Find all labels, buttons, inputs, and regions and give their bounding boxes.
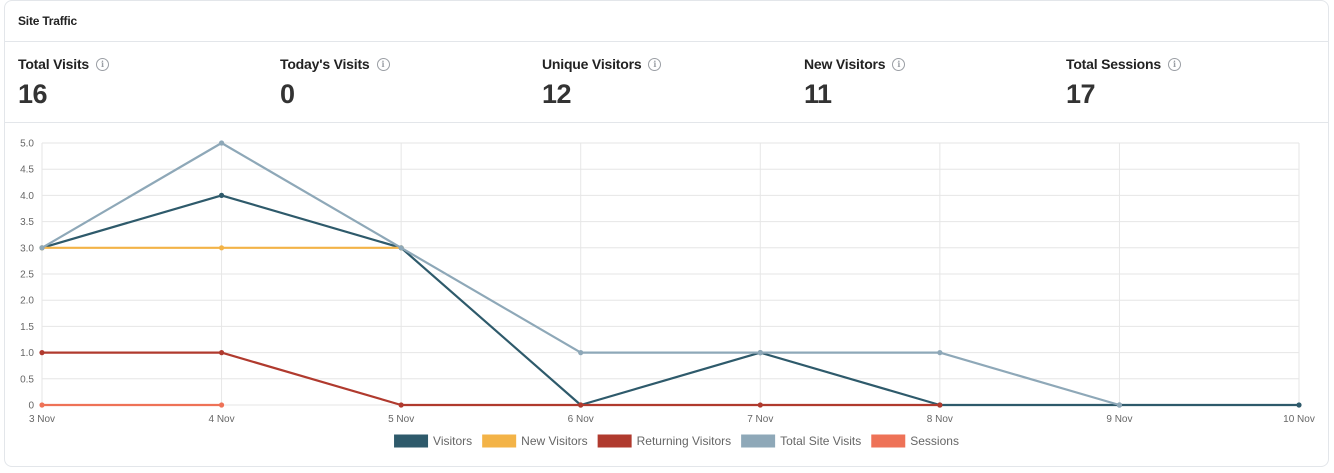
x-tick-label: 6 Nov [568,414,594,425]
y-tick-label: 2.0 [20,296,34,307]
y-tick-label: 0 [28,401,34,412]
legend-label-sessions[interactable]: Sessions [910,434,959,448]
stat-total-sessions: Total Sessions i 17 [1066,42,1328,122]
data-point-returning-visitors[interactable] [578,402,584,408]
stat-label: Unique Visitors [542,56,642,72]
x-tick-label: 8 Nov [927,414,953,425]
legend-swatch-total-site-visits[interactable] [741,434,776,448]
data-point-total-site-visits[interactable] [937,350,943,356]
data-point-returning-visitors[interactable] [937,402,943,408]
stat-label: Total Visits [18,56,89,72]
card-header: Site Traffic [5,1,1328,42]
y-tick-label: 4.5 [20,165,34,176]
series-line-returning-visitors[interactable] [42,351,940,407]
legend-label-returning-visitors[interactable]: Returning Visitors [637,434,732,448]
series-line-visitors[interactable] [41,194,1299,407]
y-tick-label: 1.0 [20,348,34,359]
data-point-sessions[interactable] [218,402,225,408]
data-point-visitors[interactable] [218,192,225,198]
stat-value: 12 [542,79,572,109]
stat-value: 16 [18,79,48,109]
data-point-returning-visitors[interactable] [757,402,763,408]
data-point-total-site-visits[interactable] [398,245,404,251]
legend-swatch-returning-visitors[interactable] [597,434,632,448]
stat-value: 0 [280,79,295,109]
x-tick-label: 7 Nov [747,414,773,425]
data-point-total-site-visits[interactable] [218,140,225,146]
stat-value: 17 [1066,79,1096,109]
stat-label: New Visitors [804,56,886,72]
legend-label-new-visitors[interactable]: New Visitors [521,434,587,448]
legend-swatch-new-visitors[interactable] [482,434,517,448]
y-tick-label: 1.5 [20,322,34,333]
legend-swatch-sessions[interactable] [871,434,906,448]
data-point-sessions[interactable] [39,402,45,408]
data-point-new-visitors[interactable] [218,245,225,251]
legend-label-visitors[interactable]: Visitors [433,434,472,448]
data-point-visitors[interactable] [1296,402,1302,408]
x-tick-label: 3 Nov [29,414,55,425]
data-point-total-site-visits[interactable] [39,245,45,251]
stat-value: 11 [804,79,832,109]
stat-unique-visitors: Unique Visitors i 12 [542,42,804,122]
data-point-total-site-visits[interactable] [757,350,763,356]
legend-label-total-site-visits[interactable]: Total Site Visits [780,434,861,448]
x-tick-label: 9 Nov [1106,414,1132,425]
info-icon[interactable]: i [1167,57,1181,71]
data-point-total-site-visits[interactable] [1116,402,1123,408]
stat-new-visitors: New Visitors i 11 [804,42,1066,122]
x-tick-label: 10 Nov [1283,414,1315,425]
stat-label: Today's Visits [280,56,370,72]
info-icon[interactable]: i [96,57,109,71]
y-tick-label: 3.0 [20,243,34,254]
card-title: Site Traffic [18,14,77,28]
data-point-returning-visitors[interactable] [398,402,404,408]
x-tick-label: 5 Nov [388,414,414,425]
stat-todays-visits: Today's Visits i 0 [280,42,542,122]
info-icon[interactable]: i [892,57,906,71]
data-point-returning-visitors[interactable] [218,350,225,356]
site-traffic-card: Site Traffic Total Visits i 16 Today's V… [4,0,1329,467]
x-tick-label: 4 Nov [209,414,235,425]
data-point-total-site-visits[interactable] [578,350,584,356]
data-point-returning-visitors[interactable] [39,350,45,356]
y-tick-label: 4.0 [20,191,34,202]
stat-label: Total Sessions [1066,56,1161,72]
y-tick-label: 2.5 [20,270,34,281]
y-tick-label: 0.5 [20,374,34,385]
y-tick-label: 3.5 [20,217,34,228]
stats-row: Total Visits i 16 Today's Visits i 0 Uni… [5,42,1328,123]
legend-swatch-visitors[interactable] [394,434,429,448]
y-tick-label: 5.0 [20,139,34,150]
info-icon[interactable]: i [376,57,390,71]
stat-total-visits: Total Visits i 16 [18,42,280,122]
info-icon[interactable]: i [648,57,662,71]
